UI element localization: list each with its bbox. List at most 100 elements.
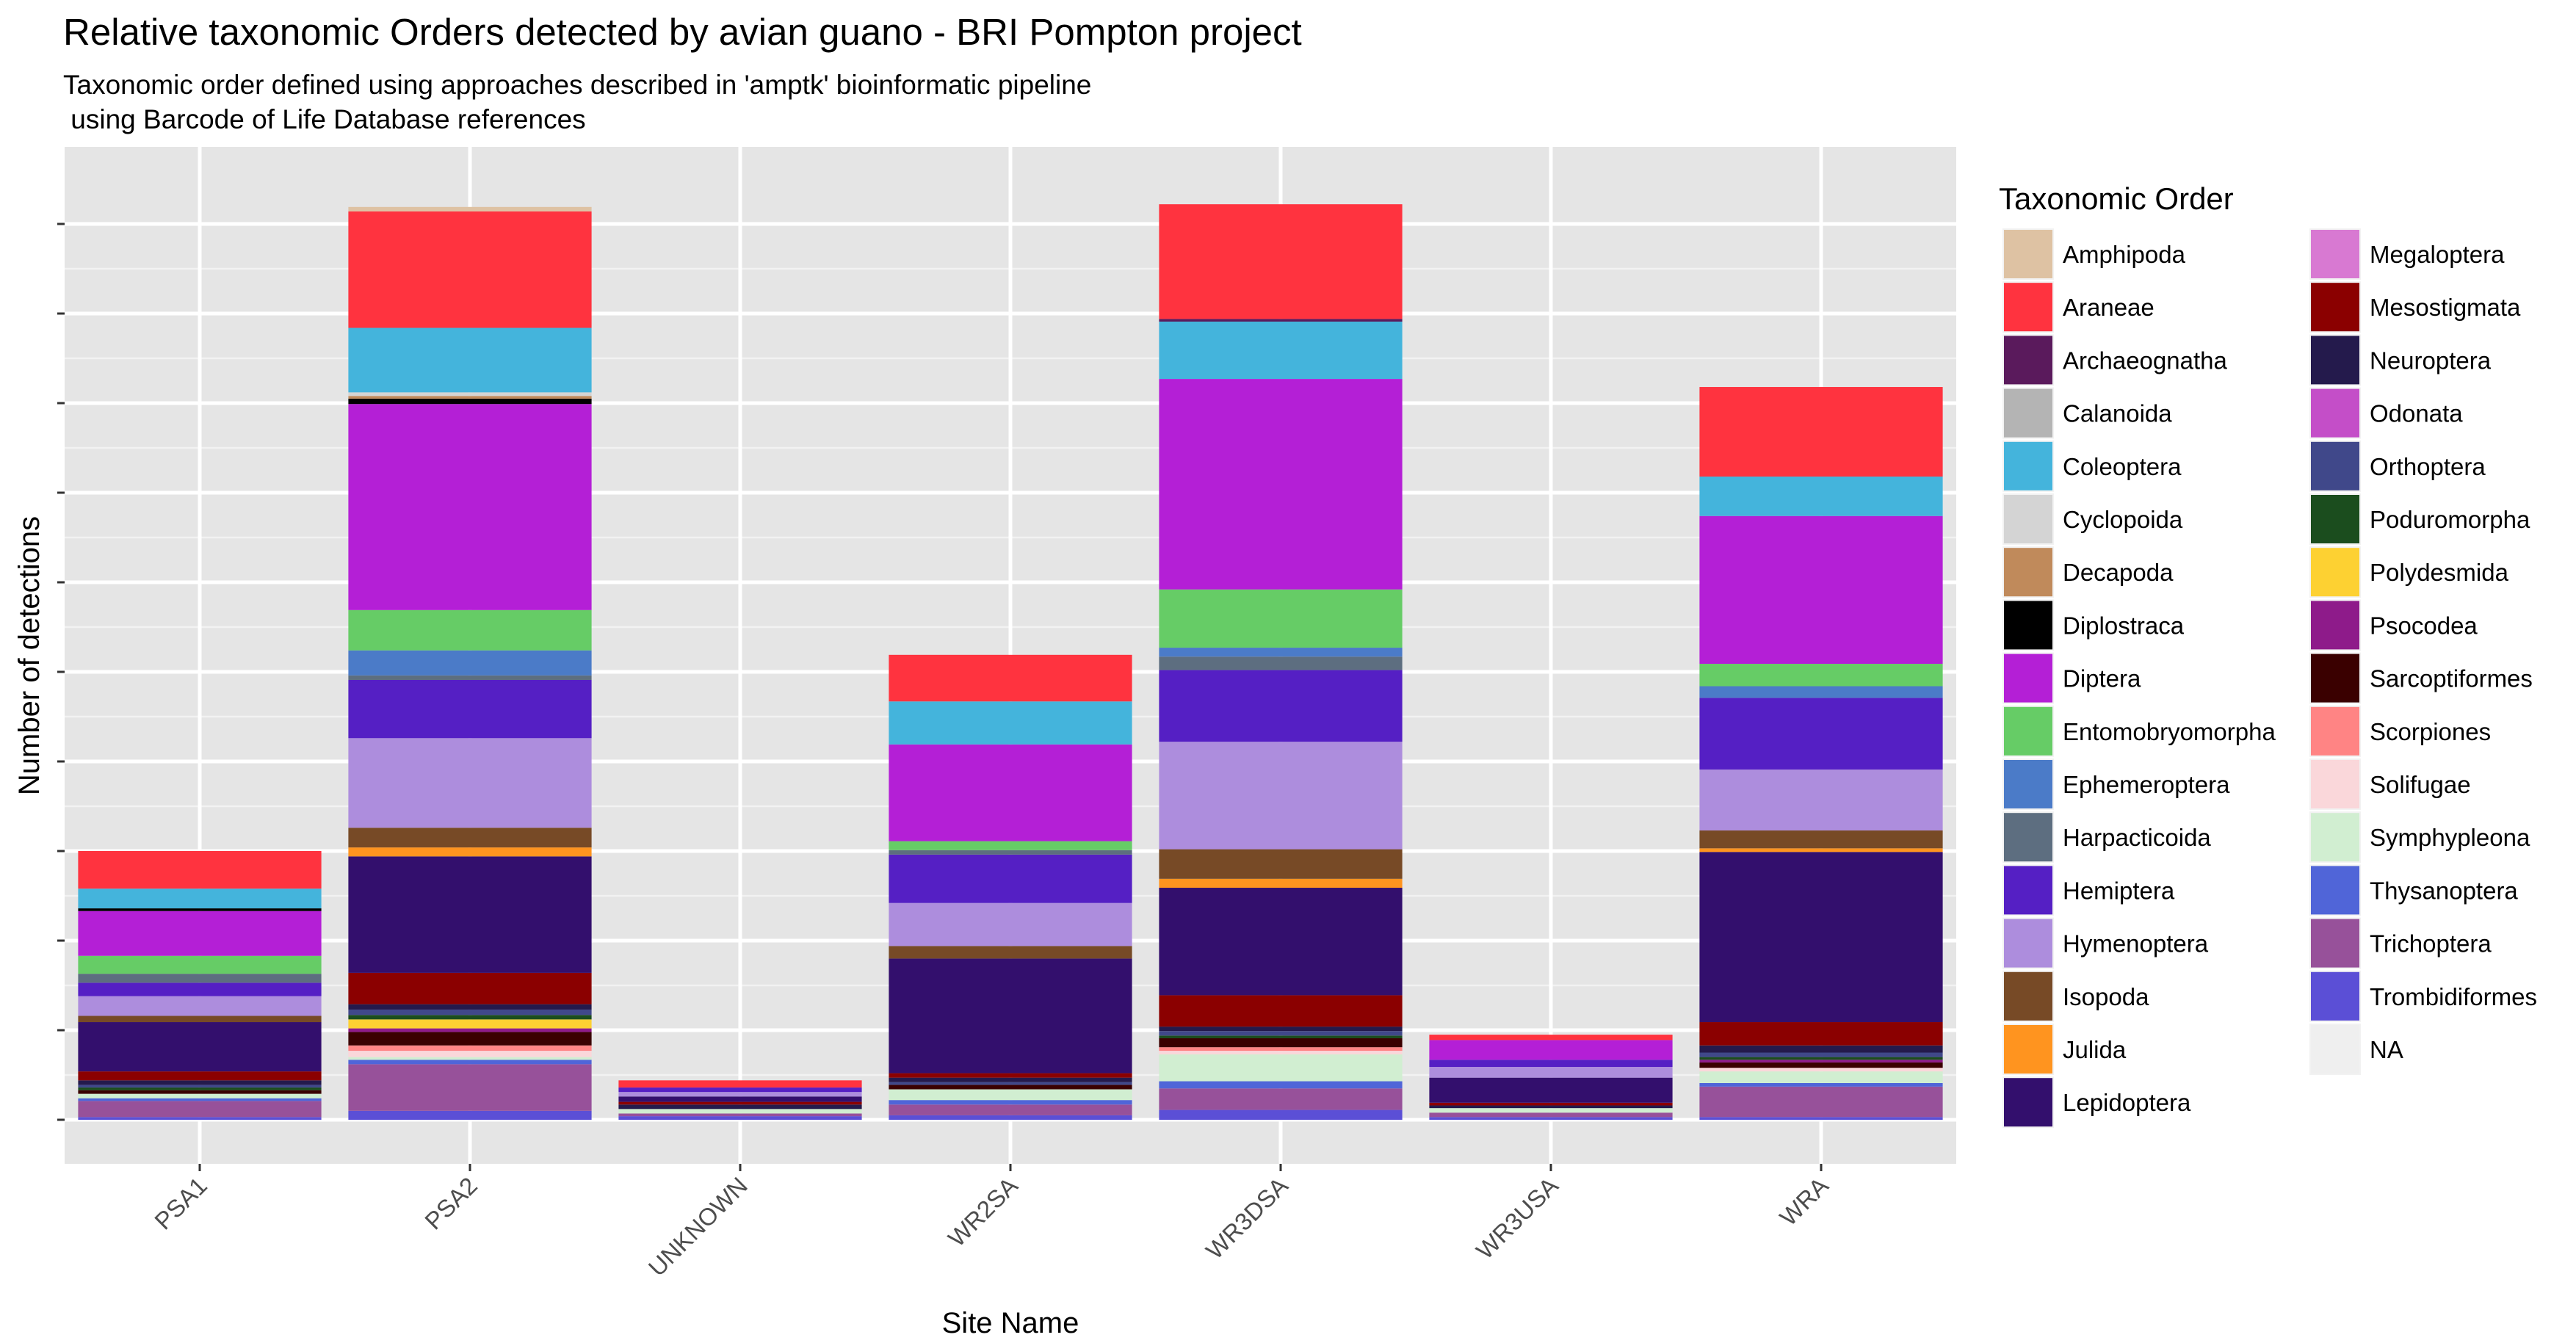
bar-segment	[889, 1073, 1132, 1078]
bar-segment	[1429, 1077, 1673, 1103]
x-tick-label: PSA1	[149, 1172, 212, 1235]
bar-segment	[618, 1116, 862, 1120]
bar-segment	[348, 1060, 592, 1065]
bar-segment	[1159, 204, 1403, 319]
legend-swatch	[2004, 230, 2052, 278]
bar-segment	[348, 1032, 592, 1046]
bar-segment	[78, 1090, 322, 1094]
legend-label: Poduromorpha	[2370, 506, 2530, 533]
legend-label: Thysanoptera	[2370, 877, 2518, 904]
legend-label: Calanoida	[2063, 400, 2172, 427]
legend-swatch	[2311, 495, 2359, 543]
legend-swatch	[2004, 495, 2052, 543]
bar-segment	[1159, 648, 1403, 657]
bars	[78, 204, 1943, 1120]
bar-segment	[1699, 664, 1943, 687]
legend-swatch	[2311, 760, 2359, 808]
bar-segment	[889, 1082, 1132, 1085]
bar-segment	[1429, 1112, 1673, 1118]
chart-subtitle: Taxonomic order defined using approaches…	[63, 70, 1092, 134]
x-axis-ticks: PSA1 PSA2 UNKNOWN WR2SA WR3DSA WR3USA WRA	[149, 1164, 1834, 1281]
legend-swatch	[2004, 706, 2052, 756]
x-tick-label: WR3DSA	[1201, 1172, 1293, 1264]
bar-segment	[348, 609, 592, 651]
bar-segment	[1159, 849, 1403, 879]
legend-swatch	[2311, 336, 2359, 385]
bar-segment	[1159, 995, 1403, 1027]
legend-label: Mesostigmata	[2370, 294, 2521, 321]
legend-swatch	[2004, 919, 2052, 968]
bar-segment	[348, 675, 592, 680]
bar-segment	[1699, 1057, 1943, 1060]
bar-segment	[348, 1057, 592, 1060]
bar-segment	[1159, 1109, 1403, 1120]
bar-segment	[889, 654, 1132, 702]
legend-swatch	[2311, 706, 2359, 756]
bar-segment	[348, 206, 592, 211]
bar-segment	[1159, 888, 1403, 996]
bar-segment	[348, 1015, 592, 1020]
bar-segment	[1699, 1086, 1943, 1118]
y-axis-ticks	[57, 222, 65, 1121]
bar-segment	[78, 1087, 322, 1090]
legend-swatch	[2311, 230, 2359, 278]
legend-label: Cyclopoida	[2063, 506, 2183, 533]
legend-swatch	[2311, 919, 2359, 968]
bar-segment	[1699, 1117, 1943, 1120]
legend-label: Odonata	[2370, 400, 2463, 427]
legend-label: Orthoptera	[2370, 453, 2486, 480]
bar-segment	[889, 1115, 1132, 1120]
bar-segment	[1159, 1051, 1403, 1054]
bar-segment	[889, 854, 1132, 903]
legend-title: Taxonomic Order	[1999, 181, 2234, 216]
legend-swatch	[2004, 760, 2052, 808]
bar-segment	[348, 679, 592, 739]
bar-segment	[1159, 1054, 1403, 1082]
legend-label: Araneae	[2063, 294, 2154, 321]
bar-segment	[889, 1089, 1132, 1101]
bar-segment	[1429, 1117, 1673, 1120]
legend-swatch	[2311, 813, 2359, 862]
bar-segment	[618, 1092, 862, 1097]
bar-segment	[1699, 830, 1943, 849]
bar-segment	[1699, 1071, 1943, 1083]
bar-segment	[348, 1110, 592, 1120]
bar-segment	[78, 1117, 322, 1120]
x-axis-title: Site Name	[942, 1307, 1079, 1339]
bar-segment	[78, 974, 322, 983]
legend-label: Lepidoptera	[2063, 1089, 2191, 1116]
bar-segment	[348, 211, 592, 328]
bar-segment	[348, 856, 592, 973]
legend-label: Trichoptera	[2370, 930, 2492, 958]
legend-label: Archaeognatha	[2063, 347, 2227, 374]
x-tick-label: UNKNOWN	[643, 1172, 753, 1281]
bar-segment	[618, 1113, 862, 1117]
legend-swatch	[2004, 441, 2052, 490]
bar-segment	[348, 1004, 592, 1010]
bar-segment	[348, 1064, 592, 1111]
legend-label: Megaloptera	[2370, 241, 2505, 268]
bar-segment	[78, 996, 322, 1016]
bar-segment	[1159, 656, 1403, 670]
bar-segment	[1699, 1062, 1943, 1068]
bar-segment	[618, 1104, 862, 1109]
legend-swatch	[2311, 548, 2359, 597]
bar-segment	[1429, 1105, 1673, 1109]
legend-label: Sarcoptiformes	[2370, 665, 2533, 692]
bar-segment	[78, 1101, 322, 1118]
bar-segment	[348, 1051, 592, 1057]
bar-segment	[78, 955, 322, 974]
legend-label: Polydesmida	[2370, 559, 2509, 586]
bar-segment	[78, 1071, 322, 1081]
bar-segment	[618, 1087, 862, 1093]
bar-segment	[889, 1085, 1132, 1090]
bar-segment	[348, 396, 592, 399]
legend-label: Isopoda	[2063, 983, 2149, 1010]
legend-label: Hymenoptera	[2063, 930, 2209, 958]
legend-label: Ephemeroptera	[2063, 771, 2230, 798]
bar-segment	[1159, 1035, 1403, 1038]
bar-segment	[1699, 1082, 1943, 1087]
bar-segment	[78, 1093, 322, 1098]
bar-segment	[78, 851, 322, 889]
